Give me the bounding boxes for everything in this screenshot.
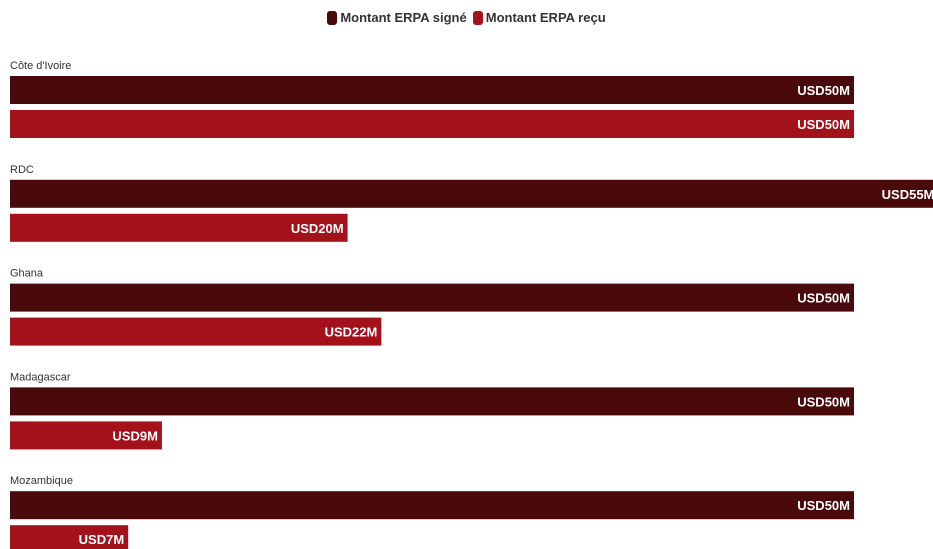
legend-item-signed[interactable]: Montant ERPA signé [327,10,467,25]
bar-received[interactable] [10,317,382,346]
legend-swatch-received [472,10,483,25]
data-label-signed: USD50M [797,83,850,98]
data-label-signed: USD50M [797,291,850,306]
category-label: Ghana [10,268,44,280]
bar-received[interactable] [10,421,162,450]
data-label-received: USD7M [79,532,125,547]
data-label-received: USD20M [291,221,344,236]
data-label-received: USD22M [325,325,378,340]
bar-signed[interactable] [10,283,854,312]
bar-signed[interactable] [10,76,854,104]
data-label-signed: USD50M [797,498,850,513]
bar-received[interactable] [10,213,348,242]
category-label: Côte d'Ivoire [10,60,71,72]
bar-signed[interactable] [10,491,854,520]
legend-label-signed: Montant ERPA signé [340,10,467,25]
category-label: Mozambique [10,475,73,487]
data-label-received: USD9M [112,428,158,443]
legend: Montant ERPA signé Montant ERPA reçu [0,10,933,25]
category-label: RDC [10,164,34,176]
data-label-received: USD50M [797,117,850,132]
bar-signed[interactable] [10,179,933,208]
category-label: Madagascar [10,371,71,383]
legend-item-received[interactable]: Montant ERPA reçu [472,10,606,25]
legend-swatch-signed [327,10,338,25]
data-label-signed: USD50M [797,394,850,409]
legend-label-received: Montant ERPA reçu [485,10,606,25]
bar-received[interactable] [10,525,129,549]
bar-received[interactable] [10,110,854,138]
data-label-signed: USD55M [882,187,933,202]
bar-signed[interactable] [10,387,854,416]
